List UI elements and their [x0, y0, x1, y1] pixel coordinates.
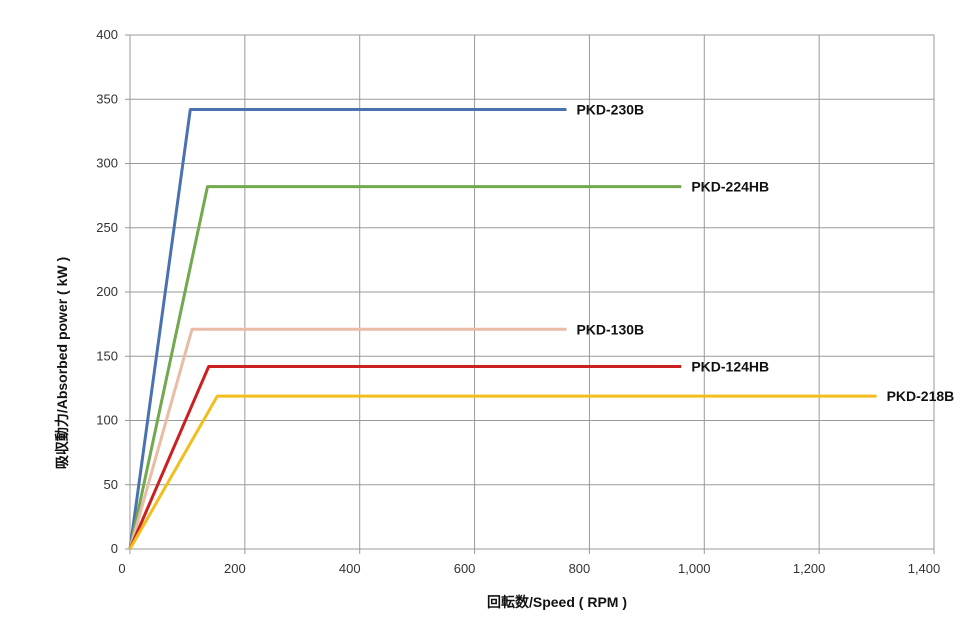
series-label-pkd-130b: PKD-130B [576, 321, 644, 337]
x-axis-ticks: 0 200 400 600 800 1,000 1,200 1,400 [118, 561, 940, 576]
series-label-pkd-124hb: PKD-124HB [691, 359, 769, 375]
series-label-pkd-230b: PKD-230B [576, 102, 644, 118]
x-tick-label: 800 [569, 561, 591, 576]
y-tick-label: 50 [104, 477, 118, 492]
series-label-pkd-218b: PKD-218B [887, 388, 955, 404]
x-tick-label: 1,200 [793, 561, 826, 576]
x-axis-label: 回転数/Speed ( RPM ) [487, 594, 627, 610]
x-tick-label: 200 [224, 561, 246, 576]
x-tick-label: 0 [118, 561, 125, 576]
y-tick-label: 300 [96, 156, 118, 171]
x-tick-label: 400 [339, 561, 361, 576]
series-label-pkd-224hb: PKD-224HB [691, 179, 769, 195]
y-axis-label: 吸収動力/Absorbed power ( kW ) [54, 257, 70, 469]
series-line-pkd-218b [128, 394, 877, 550]
y-tick-label: 100 [96, 413, 118, 428]
y-tick-label: 250 [96, 220, 118, 235]
y-tick-label: 150 [96, 348, 118, 363]
y-tick-label: 200 [96, 284, 118, 299]
series-line-pkd-224hb [128, 185, 682, 550]
x-tick-label: 1,400 [908, 561, 941, 576]
x-tick-label: 600 [454, 561, 476, 576]
series-line-pkd-124hb [128, 365, 682, 550]
y-tick-label: 0 [111, 541, 118, 556]
y-tick-label: 400 [96, 27, 118, 42]
y-axis-ticks: 0 50 100 150 200 250 300 350 400 [96, 27, 118, 556]
series-lines [128, 108, 877, 550]
grid [125, 34, 935, 554]
series-line-pkd-230b [128, 108, 567, 550]
x-tick-label: 1,000 [678, 561, 711, 576]
series-labels: PKD-230B PKD-224HB PKD-130B PKD-124HB PKD-21… [576, 102, 954, 405]
series-line-pkd-130b [128, 327, 567, 550]
y-tick-label: 350 [96, 91, 118, 106]
